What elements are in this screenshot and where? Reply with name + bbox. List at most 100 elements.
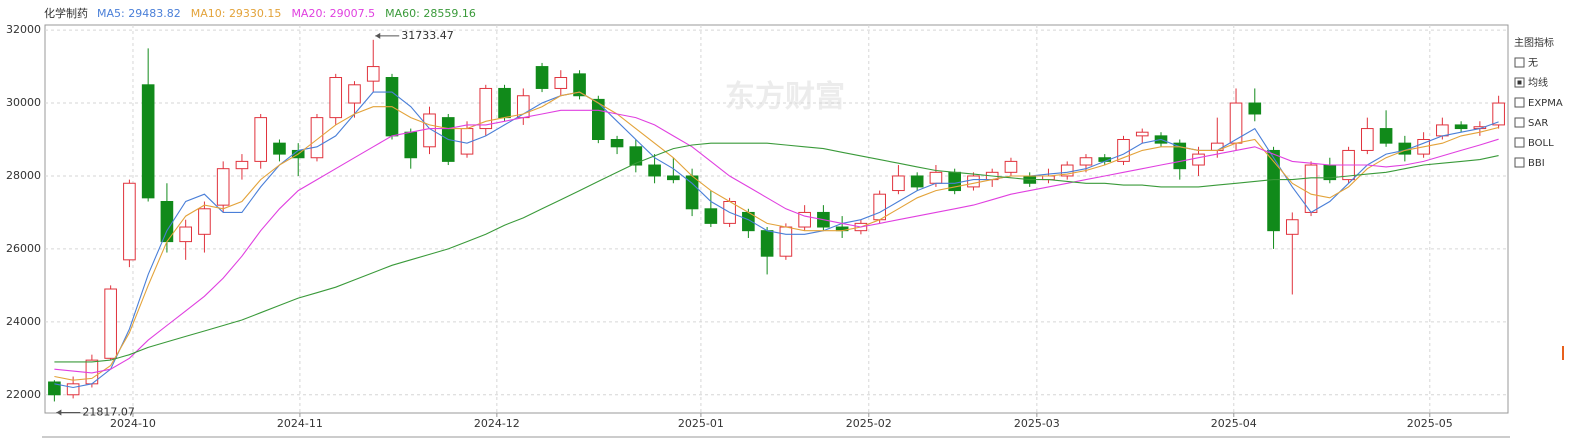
candle-body — [1248, 102, 1262, 115]
candle-body — [1361, 128, 1374, 151]
candle-body — [329, 77, 343, 119]
x-tick-label: 2025-03 — [1014, 417, 1060, 430]
chart-title: 化学制药 — [44, 6, 88, 20]
candle-body — [1267, 149, 1280, 232]
legend-value: 28559.16 — [423, 7, 476, 20]
candle-body — [198, 208, 211, 235]
x-tick-label: 2024-12 — [474, 417, 520, 430]
y-tick-label: 24000 — [6, 315, 41, 328]
candle-body — [1079, 157, 1093, 166]
candle-body — [667, 175, 680, 181]
watermark: 东方财富 — [725, 80, 845, 115]
legend-name: MA10 — [191, 7, 222, 20]
candle-body — [573, 73, 586, 97]
candle-body — [798, 211, 811, 228]
candle-body — [235, 160, 249, 170]
candle-body — [1135, 131, 1149, 137]
candle-body — [1454, 124, 1468, 130]
annotation-label: 31733.47 — [401, 29, 454, 42]
candle-body — [479, 87, 493, 130]
legend-entry: MA10: 29330.15 — [191, 7, 282, 20]
legend-entry: MA20: 29007.5 — [291, 7, 375, 20]
candle-body — [535, 66, 549, 89]
candle-body — [873, 193, 886, 221]
legend-name: MA60 — [385, 7, 416, 20]
x-tick-label: 2025-05 — [1407, 417, 1453, 430]
legend-entry: MA5: 29483.82 — [97, 7, 181, 20]
candle-body — [910, 175, 924, 188]
indicator-panel: 主图指标 无均线 EXPMA SAR BOLL BBI — [1514, 36, 1563, 169]
legend-value: 29007.5 — [330, 7, 376, 20]
candle-body — [760, 230, 774, 257]
ma-line — [54, 91, 1499, 381]
checkbox[interactable] — [1514, 117, 1525, 128]
candle-body — [179, 226, 192, 243]
candle-body — [66, 383, 80, 396]
checkbox[interactable] — [1514, 157, 1525, 168]
candle-body — [48, 381, 61, 396]
legend-value: 29330.15 — [229, 7, 282, 20]
edge-marker — [1562, 346, 1564, 360]
option-label[interactable]: SAR — [1528, 118, 1548, 129]
candle-body — [1436, 124, 1449, 137]
candle-body — [591, 98, 605, 141]
candle-body — [216, 168, 230, 206]
candle-body — [779, 226, 793, 257]
checkbox[interactable] — [1514, 137, 1525, 148]
candle-body — [104, 288, 117, 359]
y-tick-label: 26000 — [6, 242, 41, 255]
candle-body — [141, 84, 155, 199]
candle-body — [1060, 164, 1074, 177]
checkbox[interactable] — [1514, 97, 1525, 108]
checkbox-mark — [1517, 80, 1522, 85]
candle-body — [967, 175, 980, 188]
candle-body — [366, 66, 380, 82]
option-label[interactable]: 无 — [1528, 58, 1538, 69]
x-tick-label: 2024-11 — [277, 417, 323, 430]
y-tick-label: 22000 — [6, 388, 41, 401]
candle-body — [648, 164, 661, 177]
candle-body — [310, 117, 324, 159]
option-label[interactable]: BOLL — [1528, 138, 1554, 149]
candle-body — [629, 146, 643, 166]
candle-body — [423, 113, 436, 148]
option-label[interactable]: EXPMA — [1528, 98, 1563, 109]
x-tick-label: 2024-10 — [110, 417, 156, 430]
candle-body — [273, 142, 286, 155]
candle-body — [1304, 164, 1318, 213]
candle-body — [1192, 153, 1205, 166]
panel-title: 主图指标 — [1514, 36, 1554, 49]
candle-body — [1173, 142, 1187, 170]
option-label[interactable]: 均线 — [1528, 76, 1548, 89]
annotation-label: 21817.07 — [82, 405, 135, 418]
legend-entry: MA60: 28559.16 — [385, 7, 476, 20]
x-tick-label: 2025-01 — [678, 417, 724, 430]
candle-body — [610, 139, 624, 148]
ma-line — [54, 109, 1499, 374]
candle-body — [1285, 219, 1299, 235]
candle-body — [1492, 102, 1505, 126]
candle-body — [348, 84, 361, 104]
candle-body — [704, 208, 718, 224]
checkbox[interactable] — [1514, 57, 1525, 68]
candle-body — [254, 117, 268, 162]
y-tick-label: 30000 — [6, 96, 41, 109]
candle-body — [685, 175, 699, 210]
candle-body — [554, 77, 568, 89]
legend-name: MA20 — [291, 7, 322, 20]
option-label[interactable]: BBI — [1528, 158, 1545, 169]
ma-line — [54, 142, 1499, 363]
candle-body — [498, 87, 511, 119]
y-tick-label: 32000 — [6, 23, 41, 36]
annotation-arrowhead — [56, 409, 62, 416]
x-tick-label: 2025-02 — [846, 417, 892, 430]
plot-frame — [44, 24, 1509, 414]
candle-body — [404, 131, 418, 159]
legend-name: MA5 — [97, 7, 121, 20]
candle-body — [123, 182, 136, 261]
candle-body — [929, 171, 943, 184]
legend-value: 29483.82 — [128, 7, 181, 20]
candle-body — [892, 175, 905, 192]
annotation-arrowhead — [375, 32, 381, 39]
